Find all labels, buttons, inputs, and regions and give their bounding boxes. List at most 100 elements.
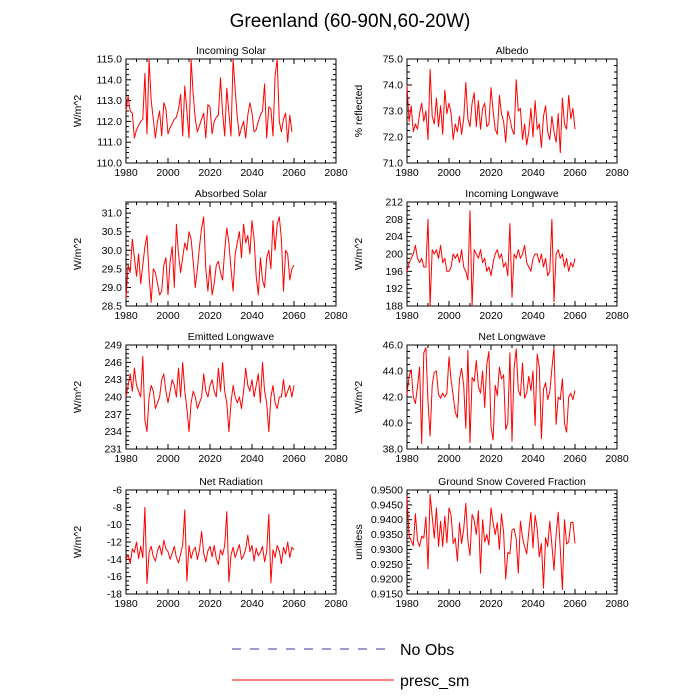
- albedo-y-tick-label: 72.0: [383, 132, 404, 144]
- net-radiation-y-tick-label: -14: [107, 554, 122, 566]
- albedo-y-tick-label: 71.0: [383, 158, 404, 170]
- ground-snow-covered-fraction-x-tick-label: 1980: [395, 598, 419, 610]
- ground-snow-covered-fraction-y-tick-label: 0.9200: [371, 574, 403, 586]
- incoming-longwave-y-tick-label: 192: [385, 283, 403, 295]
- incoming-longwave-y-tick-label: 188: [385, 301, 403, 313]
- absorbed-solar-series-presc-sm: [125, 216, 295, 303]
- incoming-longwave-y-tick-label: 200: [385, 249, 403, 261]
- panel-incoming-longwave: Incoming Longwave W/m^2 1980 2000 2020 2040 20…: [353, 188, 629, 322]
- incoming-longwave-y-axis-label: W/m^2: [353, 238, 365, 271]
- figure-title: Greenland (60-90N,60-20W): [230, 11, 471, 32]
- emitted-longwave-y-tick-label: 237: [104, 409, 122, 421]
- panel-absorbed-solar: Absorbed Solar W/m^2 1980 2000 2020 2040 2060 2…: [72, 188, 348, 322]
- ground-snow-covered-fraction-y-axis-label: unitless: [353, 524, 365, 560]
- absorbed-solar-y-tick-label: 29.5: [102, 263, 123, 275]
- panel-albedo: Albedo % reflected 1980 2000 2020 2040 2060 208…: [353, 45, 629, 179]
- incoming-solar-y-tick-label: 111.0: [97, 137, 122, 149]
- absorbed-solar-x-tick-label: 1980: [114, 310, 138, 322]
- absorbed-solar-y-tick-label: 28.5: [102, 301, 123, 313]
- legend-label-no-obs: No Obs: [400, 642, 454, 659]
- albedo-x-tick-label: 2080: [605, 167, 629, 179]
- emitted-longwave-y-tick-label: 240: [104, 392, 122, 404]
- absorbed-solar-x-tick-label: 2020: [198, 310, 222, 322]
- net-longwave-y-tick-label: 40.0: [383, 418, 404, 430]
- incoming-solar-y-tick-label: 110.0: [97, 158, 123, 170]
- incoming-longwave-x-tick-label: 2060: [563, 310, 587, 322]
- incoming-longwave-x-tick-label: 2040: [521, 310, 545, 322]
- net-longwave-panel-title: Net Longwave: [478, 331, 545, 343]
- net-longwave-x-tick-label: 1980: [395, 453, 419, 465]
- incoming-longwave-y-tick-label: 204: [385, 231, 403, 243]
- panel-ground-snow-covered-fraction: Ground Snow Covered Fraction unitless 1980…: [353, 476, 629, 610]
- incoming-solar-y-axis-label: W/m^2: [72, 95, 84, 128]
- net-longwave-series-presc-sm: [406, 347, 576, 445]
- net-longwave-y-axis-label: W/m^2: [353, 381, 365, 414]
- net-radiation-x-tick-label: 2080: [324, 598, 348, 610]
- ground-snow-covered-fraction-y-tick-label: 0.9350: [371, 529, 403, 541]
- emitted-longwave-y-tick-label: 234: [104, 426, 122, 438]
- incoming-solar-y-tick-label: 114.0: [97, 74, 123, 86]
- net-radiation-x-tick-label: 1980: [114, 598, 138, 610]
- net-longwave-y-tick-label: 44.0: [383, 366, 404, 378]
- net-longwave-y-tick-label: 46.0: [383, 340, 404, 352]
- net-radiation-x-tick-label: 2040: [240, 598, 264, 610]
- incoming-longwave-x-tick-label: 1980: [395, 310, 419, 322]
- emitted-longwave-y-axis-label: W/m^2: [72, 381, 84, 414]
- net-radiation-x-tick-label: 2020: [198, 598, 222, 610]
- incoming-solar-x-tick-label: 2040: [240, 167, 264, 179]
- absorbed-solar-panel-title: Absorbed Solar: [195, 188, 268, 200]
- emitted-longwave-y-tick-label: 246: [104, 357, 122, 369]
- net-longwave-y-tick-label: 38.0: [383, 444, 404, 456]
- incoming-solar-plot-frame: [125, 58, 337, 164]
- panel-net-radiation: Net Radiation W/m^2 1980 2000 2020 2040 2060 20…: [72, 476, 348, 610]
- absorbed-solar-y-tick-label: 30.5: [102, 226, 123, 238]
- ground-snow-covered-fraction-y-tick-label: 0.9250: [371, 559, 403, 571]
- ground-snow-covered-fraction-y-tick-label: 0.9300: [371, 544, 403, 556]
- panel-incoming-solar: Incoming Solar W/m^2 1980 2000 2020 2040 2060 2…: [72, 45, 348, 179]
- incoming-longwave-panel-title: Incoming Longwave: [465, 188, 559, 200]
- albedo-panel-title: Albedo: [496, 45, 529, 57]
- incoming-solar-y-tick-label: 115.0: [97, 54, 123, 66]
- absorbed-solar-x-tick-label: 2060: [282, 310, 306, 322]
- net-radiation-series-presc-sm: [125, 506, 295, 585]
- net-radiation-y-tick-label: -18: [107, 589, 122, 601]
- incoming-solar-y-tick-label: 112.0: [97, 116, 123, 128]
- net-radiation-y-tick-label: -16: [107, 571, 122, 583]
- absorbed-solar-y-axis-label: W/m^2: [72, 238, 84, 271]
- albedo-y-tick-label: 73.0: [383, 106, 404, 118]
- emitted-longwave-y-tick-label: 243: [104, 374, 122, 386]
- ground-snow-covered-fraction-y-tick-label: 0.9500: [371, 485, 403, 497]
- emitted-longwave-plot-frame: [125, 344, 337, 450]
- panels: Incoming Solar W/m^2 1980 2000 2020 2040 2060 2…: [72, 45, 629, 610]
- ground-snow-covered-fraction-panel-title: Ground Snow Covered Fraction: [438, 476, 586, 488]
- net-radiation-y-tick-label: -12: [107, 537, 122, 549]
- incoming-solar-x-tick-label: 1980: [114, 167, 138, 179]
- incoming-longwave-y-tick-label: 196: [385, 266, 403, 278]
- net-radiation-panel-title: Net Radiation: [199, 476, 263, 488]
- incoming-longwave-y-tick-label: 212: [385, 197, 403, 209]
- net-radiation-y-axis-label: W/m^2: [72, 526, 84, 559]
- incoming-solar-panel-title: Incoming Solar: [196, 45, 267, 57]
- albedo-plot-frame: [406, 58, 618, 164]
- net-radiation-y-tick-label: -8: [113, 502, 122, 514]
- incoming-solar-x-tick-label: 2020: [198, 167, 222, 179]
- albedo-x-tick-label: 2000: [437, 167, 461, 179]
- albedo-y-tick-label: 74.0: [383, 80, 404, 92]
- incoming-longwave-x-tick-label: 2020: [479, 310, 503, 322]
- absorbed-solar-y-tick-label: 29.0: [102, 282, 123, 294]
- ground-snow-covered-fraction-y-tick-label: 0.9450: [371, 499, 403, 511]
- net-longwave-x-tick-label: 2080: [605, 453, 629, 465]
- legend: No Obs presc_sm: [232, 642, 469, 690]
- net-radiation-plot-frame: [125, 489, 337, 595]
- incoming-solar-x-tick-label: 2000: [156, 167, 180, 179]
- ground-snow-covered-fraction-x-tick-label: 2040: [521, 598, 545, 610]
- net-longwave-x-tick-label: 2060: [563, 453, 587, 465]
- emitted-longwave-x-tick-label: 1980: [114, 453, 138, 465]
- incoming-solar-y-tick-label: 113.0: [97, 95, 123, 107]
- absorbed-solar-x-tick-label: 2040: [240, 310, 264, 322]
- albedo-series-presc-sm: [406, 68, 576, 154]
- net-longwave-x-tick-label: 2020: [479, 453, 503, 465]
- albedo-x-tick-label: 1980: [395, 167, 419, 179]
- net-radiation-y-tick-label: -10: [107, 519, 122, 531]
